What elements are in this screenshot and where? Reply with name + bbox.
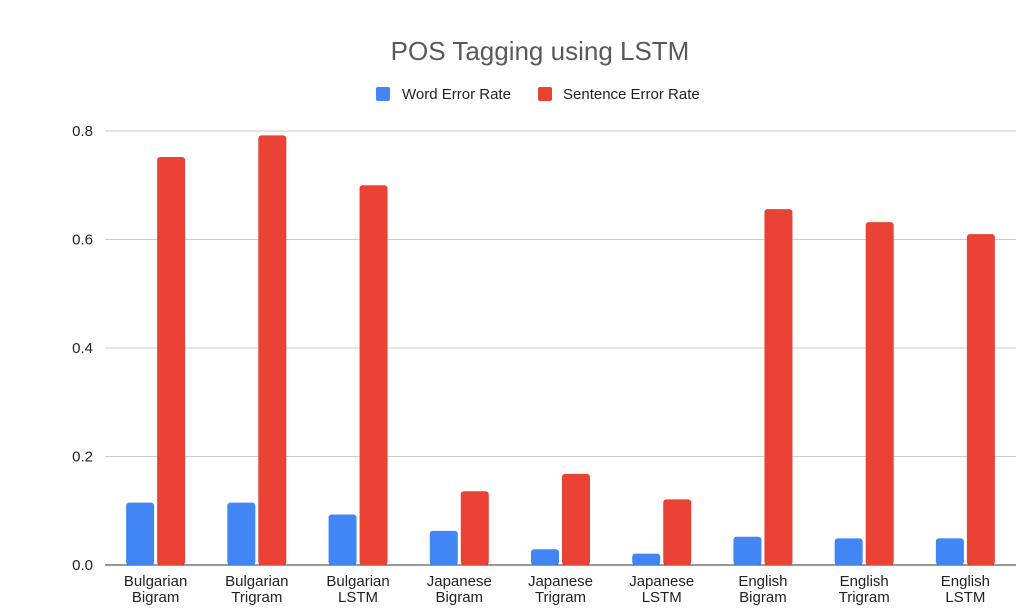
x-axis: Bulgarian Bigram Bulgarian Trigram Bulgarian… (124, 573, 990, 606)
bar-sentence-error-rate (764, 209, 793, 565)
y-tick-label: 0.8 (72, 123, 93, 140)
bar-word-error-rate (733, 536, 762, 565)
chart-title: POS Tagging using LSTM (391, 36, 690, 66)
x-tick-label: English Bigram (738, 573, 787, 606)
y-tick-label: 0.2 (72, 449, 93, 466)
x-tick-label: English LSTM (941, 573, 990, 606)
y-tick-label: 0.4 (72, 340, 93, 357)
x-tick-label: Bulgarian Bigram (124, 573, 187, 606)
legend-label: Sentence Error Rate (563, 86, 700, 103)
x-tick-label: Bulgarian Trigram (225, 573, 288, 606)
bar-word-error-rate (328, 514, 357, 565)
bar-word-error-rate (935, 538, 964, 565)
bar-sentence-error-rate (258, 135, 287, 565)
bar-word-error-rate (126, 502, 155, 565)
bar-word-error-rate (227, 502, 256, 565)
legend: Word Error Rate Sentence Error Rate (376, 86, 700, 103)
y-tick-label: 0.6 (72, 232, 93, 249)
bar-sentence-error-rate (663, 499, 692, 565)
x-tick-label: Japanese Trigram (528, 573, 593, 606)
bar-sentence-error-rate (460, 491, 489, 565)
bar-sentence-error-rate (966, 234, 995, 565)
y-tick-label: 0.0 (72, 557, 93, 574)
x-tick-label: Bulgarian LSTM (326, 573, 389, 606)
bar-word-error-rate (834, 538, 863, 565)
legend-swatch (538, 87, 552, 101)
bars (126, 135, 995, 566)
grid-lines (105, 130, 1016, 566)
legend-swatch (376, 87, 390, 101)
legend-label: Word Error Rate (402, 86, 511, 103)
bar-sentence-error-rate (359, 185, 388, 565)
bar-sentence-error-rate (157, 157, 186, 566)
x-tick-label: English Trigram (839, 573, 890, 606)
y-axis: 0.0 0.2 0.4 0.6 0.8 (72, 123, 93, 574)
bar-sentence-error-rate (562, 473, 590, 565)
bar-sentence-error-rate (865, 222, 894, 565)
x-tick-label: Japanese LSTM (629, 573, 694, 606)
x-tick-label: Japanese Bigram (427, 573, 492, 606)
bar-word-error-rate (632, 553, 661, 565)
bar-word-error-rate (531, 549, 559, 565)
bar-word-error-rate (429, 530, 458, 565)
